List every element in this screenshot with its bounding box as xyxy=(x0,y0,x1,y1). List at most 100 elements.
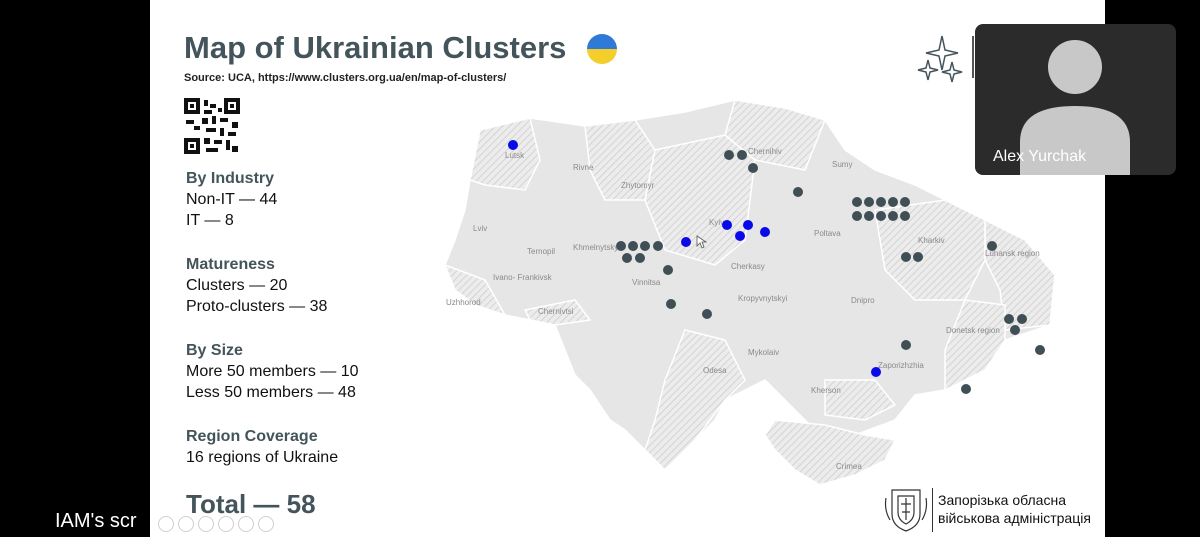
region-label: Dnipro xyxy=(851,296,875,305)
slide-title: Map of Ukrainian Clusters xyxy=(184,30,567,65)
zoom-icon[interactable] xyxy=(238,516,254,532)
it-cluster-marker xyxy=(735,231,745,241)
cluster-marker xyxy=(913,252,923,262)
region-label: Chernivtsi xyxy=(538,307,574,316)
cluster-marker xyxy=(737,150,747,160)
it-cluster-marker xyxy=(508,140,518,150)
cluster-marker xyxy=(1004,314,1014,324)
cluster-marker xyxy=(864,211,874,221)
total-count: Total — 58 xyxy=(186,489,316,519)
cluster-marker xyxy=(888,197,898,207)
region-label: Zhytomyr xyxy=(621,181,655,190)
map-odesa-region xyxy=(644,329,746,472)
screen-share-caption: IAM's scr xyxy=(55,510,137,532)
map-chernihiv-region xyxy=(724,99,827,171)
region-label: Mykolaiv xyxy=(748,348,779,357)
cluster-marker xyxy=(876,197,886,207)
participant-video-tile[interactable]: Alex Yurchak xyxy=(975,24,1176,175)
region-label: Ivano- Frankivsk xyxy=(493,273,553,282)
region-label: Lviv xyxy=(473,224,487,233)
cluster-marker xyxy=(864,197,874,207)
cluster-marker xyxy=(901,340,911,350)
industry-heading: By Industry xyxy=(186,170,275,187)
region-label: Cherkasy xyxy=(731,262,765,271)
region-label: Zaporizhzhia xyxy=(878,361,924,370)
region-label: Lutsk xyxy=(505,151,525,160)
prev-slide-icon[interactable] xyxy=(158,516,174,532)
cluster-marker xyxy=(888,211,898,221)
cluster-marker xyxy=(616,241,626,251)
map-luhansk-region xyxy=(984,218,1056,331)
size-heading: By Size xyxy=(186,342,243,359)
cluster-marker xyxy=(663,265,673,275)
cluster-marker xyxy=(640,241,650,251)
footer-divider xyxy=(932,488,933,532)
region-label: Kherson xyxy=(811,386,841,395)
cluster-marker xyxy=(653,241,663,251)
region-label: Odesa xyxy=(703,366,727,375)
footer-org-line1: Запорізька обласна xyxy=(938,492,1066,508)
matureness-clusters: Clusters — 20 xyxy=(186,277,288,294)
region-label: Kharkiv xyxy=(918,236,945,245)
region-label: Chernihiv xyxy=(748,147,782,156)
next-slide-icon[interactable] xyxy=(178,516,194,532)
cluster-marker xyxy=(724,150,734,160)
cluster-marker xyxy=(1035,345,1045,355)
map-kherson-south xyxy=(824,379,897,421)
presentation-slide: Map of Ukrainian Clusters Source: UCA, h… xyxy=(150,0,1105,537)
cluster-marker xyxy=(622,253,632,263)
sparkle-logo-icon xyxy=(917,35,963,83)
it-cluster-marker xyxy=(722,220,732,230)
it-cluster-marker xyxy=(760,227,770,237)
participant-name: Alex Yurchak xyxy=(993,148,1087,165)
footer-organization: Запорізька обласна військова адміністрац… xyxy=(938,491,1091,527)
cluster-marker xyxy=(900,211,910,221)
slides-grid-icon[interactable] xyxy=(218,516,234,532)
coverage-value: 16 regions of Ukraine xyxy=(186,449,339,466)
source-text: Source: UCA, https://www.clusters.org.ua… xyxy=(184,72,507,84)
it-cluster-marker xyxy=(871,367,881,377)
it-cluster-marker xyxy=(681,237,691,247)
size-less-50: Less 50 members — 48 xyxy=(186,384,356,401)
ukraine-flag-icon xyxy=(587,34,617,64)
cluster-marker xyxy=(900,197,910,207)
region-label: Vinnitsa xyxy=(632,278,661,287)
region-label: Donetsk region xyxy=(946,326,1000,335)
cluster-marker xyxy=(961,384,971,394)
it-cluster-marker xyxy=(743,220,753,230)
map-chernivtsi-region xyxy=(523,299,592,326)
cluster-marker xyxy=(793,187,803,197)
qr-code-icon xyxy=(184,98,240,154)
matureness-heading: Matureness xyxy=(186,256,275,273)
cluster-marker xyxy=(748,163,758,173)
map-donetsk-region xyxy=(944,299,1006,392)
coat-of-arms-icon xyxy=(884,489,928,532)
cluster-marker xyxy=(635,253,645,263)
cursor-icon xyxy=(696,235,708,249)
cluster-marker xyxy=(702,309,712,319)
cluster-marker xyxy=(1010,325,1020,335)
cluster-marker xyxy=(852,197,862,207)
map-land xyxy=(444,99,1056,472)
cluster-marker xyxy=(852,211,862,221)
map-region-labels: Lutsk Rivne Zhytomyr Chernihiv Sumy Lviv… xyxy=(446,147,1040,471)
region-label: Khmelnytskyi xyxy=(573,243,620,252)
region-label: Poltava xyxy=(814,229,841,238)
industry-it: IT — 8 xyxy=(186,212,234,229)
region-label: Luhansk region xyxy=(985,249,1040,258)
ukraine-map: Lutsk Rivne Zhytomyr Chernihiv Sumy Lviv… xyxy=(443,99,1056,486)
region-label: Kyiv xyxy=(709,218,724,227)
map-crimea xyxy=(764,419,897,486)
size-more-50: More 50 members — 10 xyxy=(186,363,359,380)
person-avatar-icon xyxy=(1020,40,1130,175)
region-label: Crimea xyxy=(836,462,862,471)
cluster-marker xyxy=(901,252,911,262)
coverage-heading: Region Coverage xyxy=(186,428,318,445)
map-kharkiv-region xyxy=(874,199,986,301)
cluster-marker xyxy=(666,299,676,309)
map-lutsk-region xyxy=(469,117,541,191)
slide-toolbar[interactable] xyxy=(158,516,274,536)
pen-tool-icon[interactable] xyxy=(198,516,214,532)
more-options-icon[interactable] xyxy=(258,516,274,532)
region-label: Kropyvnytskyi xyxy=(738,294,788,303)
